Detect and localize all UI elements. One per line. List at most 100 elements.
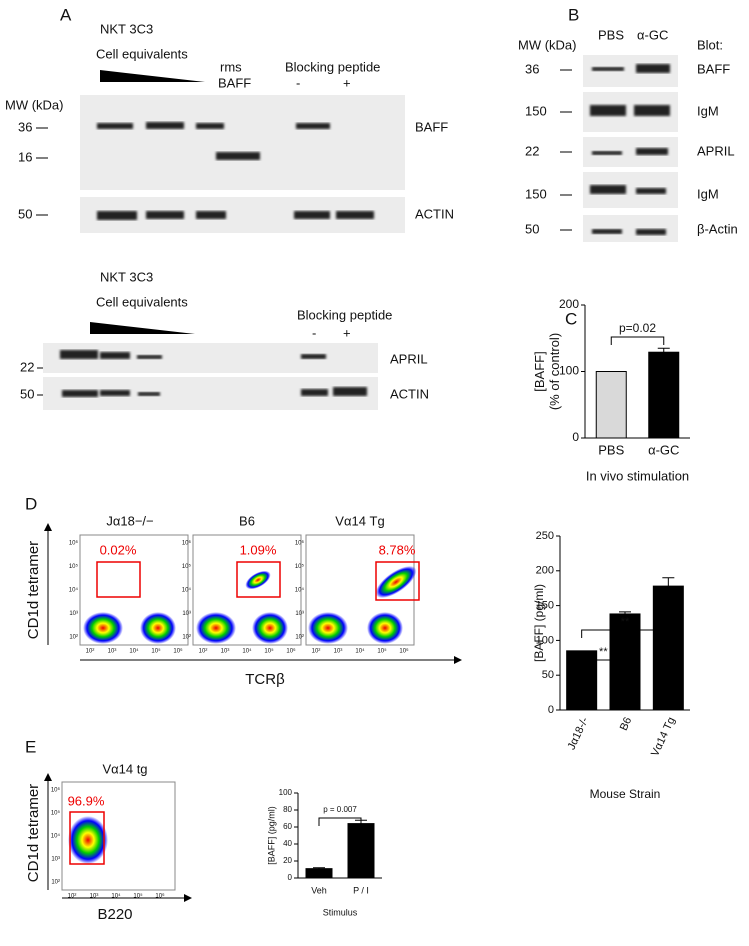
wedge [100, 70, 205, 82]
flow-tick: 10⁶ [173, 648, 183, 655]
bar [595, 371, 627, 439]
bar [305, 868, 333, 879]
x-axis-label: Stimulus [323, 907, 358, 917]
bracket [318, 817, 362, 826]
mw-label: 22 [525, 143, 539, 158]
flow-xlabel: B220 [97, 906, 132, 923]
flow-title: B6 [239, 513, 255, 528]
blot-title: Blot: [697, 37, 723, 52]
y-tick-label: 60 [283, 822, 292, 831]
blot-a2: NKT 3C3 Cell equivalents Blocking peptid… [20, 269, 429, 410]
mw-label: 16 [18, 149, 32, 164]
flow-tick: 10⁶ [399, 648, 409, 655]
population [83, 612, 123, 644]
flow-tick: 10⁴ [355, 648, 365, 655]
flow-title: Jα18−/− [106, 513, 153, 528]
flow-tick: 10³ [221, 649, 230, 655]
target-label: β-Actin [697, 221, 738, 236]
y-tick-label: 0 [572, 430, 579, 444]
band [100, 352, 130, 359]
flow-tick: 10⁴ [51, 833, 61, 840]
flow-tick: 10⁶ [51, 787, 61, 794]
y-tick-label: 100 [279, 788, 293, 797]
flow-title: Vα14 tg [102, 761, 147, 776]
mw-label: 50 [18, 206, 32, 221]
band [62, 390, 98, 397]
y-axis-label: [BAFF] (pg/ml) [266, 806, 276, 865]
blot-a: NKT 3C3 Cell equivalents rms BAFF Blocki… [5, 21, 454, 233]
y-tick-label: 250 [536, 530, 554, 542]
flow-e: Vα14 tg 96.9% CD1d tetramer B220 [25, 761, 192, 923]
flow-tick: 10⁶ [69, 540, 79, 547]
population [367, 612, 403, 644]
flow-tick: 10⁵ [51, 810, 61, 817]
mw-label: 50 [525, 221, 539, 236]
y-axis-label: (% of control) [547, 333, 562, 410]
gate [69, 811, 105, 865]
panel-label: C [565, 309, 577, 328]
band [636, 148, 668, 155]
population [68, 816, 108, 864]
band [196, 123, 224, 129]
flow-d: Jα18−/− B6 Vα14 Tg 0.02% 1.09% 8.78% CD1… [25, 513, 462, 688]
band [296, 123, 330, 129]
y-tick-label: 200 [536, 565, 554, 577]
sign: - [312, 325, 316, 340]
mw-label: 50 [20, 386, 34, 401]
gate [375, 561, 420, 601]
population [140, 612, 176, 644]
target-label: ACTIN [415, 206, 454, 221]
flow-tick: 10³ [295, 611, 304, 617]
flow-tick: 10³ [334, 649, 343, 655]
band [590, 105, 626, 116]
y-tick-label: 0 [548, 704, 554, 716]
y-tick-label: 150 [536, 600, 554, 612]
flow-tick: 10⁵ [264, 648, 274, 655]
y-tick-label: 100 [559, 364, 579, 378]
mw-label: 150 [525, 103, 547, 118]
band [216, 152, 260, 160]
y-axis-label: [BAFF] [532, 351, 547, 391]
bracket [610, 336, 665, 345]
band [146, 122, 184, 129]
target-label: APRIL [697, 143, 735, 158]
bracket [581, 659, 626, 668]
flow-tick: 10⁶ [182, 540, 192, 547]
panel-label: B [568, 5, 579, 24]
target-label: BAFF [697, 61, 730, 76]
band [138, 392, 160, 396]
flow-tick: 10⁴ [242, 648, 252, 655]
flow-tick: 10⁵ [377, 648, 387, 655]
y-tick-label: 20 [283, 856, 292, 865]
band [100, 390, 130, 396]
gate-percent: 0.02% [100, 542, 137, 557]
sign: + [343, 75, 351, 90]
flow-tick: 10³ [90, 894, 99, 900]
gate [236, 561, 281, 598]
lane-label: BAFF [218, 75, 251, 90]
x-axis-label: In vivo stimulation [586, 468, 689, 483]
blot-header: NKT 3C3 [100, 269, 153, 284]
population [308, 612, 348, 644]
y-tick-label: 100 [536, 634, 554, 646]
mw-tick [560, 69, 572, 231]
band [592, 151, 622, 155]
flow-tick: 10⁴ [295, 587, 305, 594]
y-tick-label: 200 [559, 297, 579, 311]
flow-tick: 10² [86, 649, 95, 655]
sign: - [296, 75, 300, 90]
band [590, 185, 626, 194]
mw-label: 36 [525, 61, 539, 76]
flow-tick: 10⁶ [295, 540, 305, 547]
band [301, 389, 328, 396]
population [196, 612, 236, 644]
flow-tick: 10² [199, 649, 208, 655]
flow-tick: 10³ [69, 611, 78, 617]
flow-tick: 10⁵ [151, 648, 161, 655]
panel-label: E [25, 737, 36, 756]
target-label: IgM [697, 103, 719, 118]
flow-tick: 10² [182, 635, 191, 641]
bar [347, 823, 375, 879]
x-tick-label: Veh [311, 885, 327, 895]
